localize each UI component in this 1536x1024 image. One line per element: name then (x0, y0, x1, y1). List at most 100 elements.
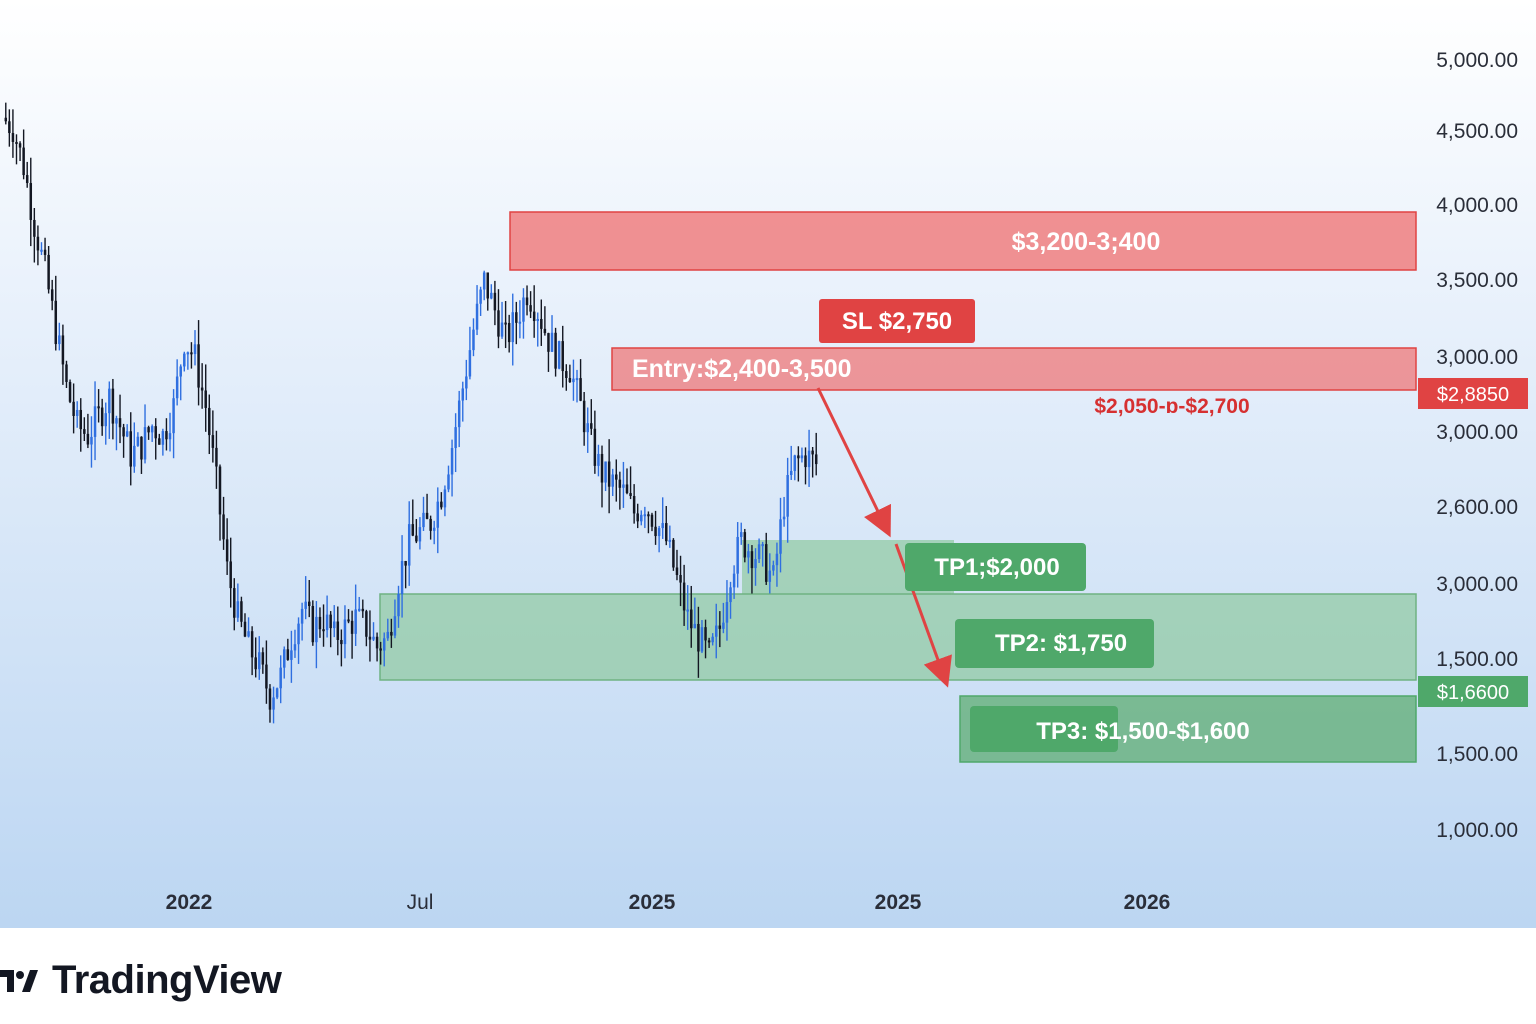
candle-body (393, 616, 397, 636)
price-axis-label: 1,500.00 (1436, 743, 1518, 766)
candle-body (247, 631, 250, 637)
candle-body (279, 667, 282, 689)
price-axis[interactable]: 5,000.00 4,500.00 4,000.00 3,500.00 3,00… (1436, 49, 1518, 842)
candle-body (290, 650, 293, 660)
candle-body (715, 625, 718, 637)
candle-body (768, 570, 772, 582)
time-axis-label: 2022 (166, 891, 213, 914)
candle-body (657, 528, 661, 537)
candle-body (665, 523, 668, 542)
candle-body (183, 353, 186, 367)
candle-body (700, 627, 704, 652)
candle-body (529, 305, 532, 312)
candle-body (789, 470, 793, 476)
candle-body (329, 614, 332, 629)
support-zone[interactable] (379, 593, 1417, 681)
candle-body (732, 573, 736, 588)
candle-body (111, 388, 115, 424)
candle-body (543, 328, 547, 334)
price-axis-label: 3,500.00 (1436, 269, 1518, 292)
candle-body (379, 648, 382, 651)
candle-body (504, 322, 507, 325)
entry-range-label: $2,050-ɒ-$2,700 (1094, 395, 1249, 418)
tp1-tag[interactable]: TP1;$2,000 (905, 543, 1086, 591)
candle-body (693, 623, 697, 629)
candle-body (493, 292, 497, 311)
candle-body (229, 561, 232, 589)
candle-body (482, 272, 486, 290)
candle-body (372, 636, 375, 640)
candle-body (283, 649, 286, 668)
candle-body (332, 621, 336, 629)
candle-body (568, 377, 572, 383)
chart-area[interactable]: $3,200-3;400 Entry:$2,400-3,500 $2,050-ɒ… (0, 0, 1536, 928)
candle-body (515, 312, 518, 323)
candle-body (208, 407, 211, 436)
candle-body (629, 493, 632, 496)
candle-body (218, 466, 222, 515)
candle-body (175, 376, 179, 399)
time-axis[interactable]: 2022 Jul 2025 2025 2026 (166, 891, 1171, 914)
candle-body (190, 352, 193, 355)
time-axis-label: 2026 (1124, 891, 1171, 914)
candle-body (593, 428, 597, 466)
candle-body (479, 289, 482, 304)
candle-body (432, 527, 436, 531)
candle-body (761, 544, 764, 547)
candle-body (47, 254, 50, 290)
tp3-tag[interactable]: TP3: $1,500-$1,600 (970, 706, 1250, 752)
candle-body (200, 387, 204, 391)
sl-tag[interactable]: SL $2,750 (819, 299, 975, 343)
candle-body (472, 329, 475, 351)
candle-body (325, 614, 329, 631)
candle-body (807, 450, 811, 468)
candle-body (390, 631, 393, 636)
entry-zone[interactable] (611, 347, 1417, 391)
candle-body (461, 388, 465, 401)
candle-body (225, 539, 229, 562)
candle-body (497, 310, 500, 337)
candle-body (422, 512, 425, 528)
resistance-zone[interactable] (509, 211, 1417, 271)
candle-body (450, 448, 454, 475)
candle-body (83, 429, 86, 434)
candle-body (140, 436, 143, 460)
resistance-zone-label: $3,200-3;400 (1012, 228, 1161, 256)
price-axis-label: 2,600.00 (1436, 496, 1518, 519)
candle-body (772, 565, 775, 571)
tp2-tag-label: TP2: $1,750 (995, 630, 1127, 657)
candle-body (193, 344, 197, 355)
price-chart[interactable]: $3,200-3;400 Entry:$2,400-3,500 $2,050-ɒ… (0, 0, 1536, 928)
candle-body (782, 516, 786, 520)
candle-body (622, 484, 625, 488)
candle-body (797, 455, 800, 459)
candle-body (707, 640, 711, 643)
candle-body (397, 594, 400, 617)
candle-body (465, 376, 468, 389)
candle-body (743, 532, 747, 558)
candle-body (4, 117, 8, 122)
candle-body (129, 431, 132, 467)
candle-body (636, 513, 639, 522)
tradingview-logo[interactable]: TradingView (0, 958, 282, 1003)
candle-body (293, 644, 297, 651)
candle-body (150, 426, 154, 433)
candle-body (254, 657, 257, 670)
candle-body (436, 501, 440, 528)
entry-zone-label: Entry:$2,400-3,500 (632, 355, 852, 383)
candle-body (814, 454, 818, 465)
candle-body (750, 551, 754, 569)
candle-body (97, 406, 100, 409)
candle-body (211, 435, 215, 448)
candle-body (300, 608, 304, 624)
candle-body (525, 297, 529, 306)
tp2-tag[interactable]: TP2: $1,750 (955, 619, 1154, 668)
price-axis-label: 3,000.00 (1436, 573, 1518, 596)
candle-body (615, 474, 618, 480)
candle-body (304, 601, 307, 609)
candle-body (736, 536, 739, 574)
time-axis-label: 2025 (875, 891, 922, 914)
candle-body (54, 300, 58, 345)
candle-body (18, 143, 22, 148)
candle-body (604, 461, 607, 483)
